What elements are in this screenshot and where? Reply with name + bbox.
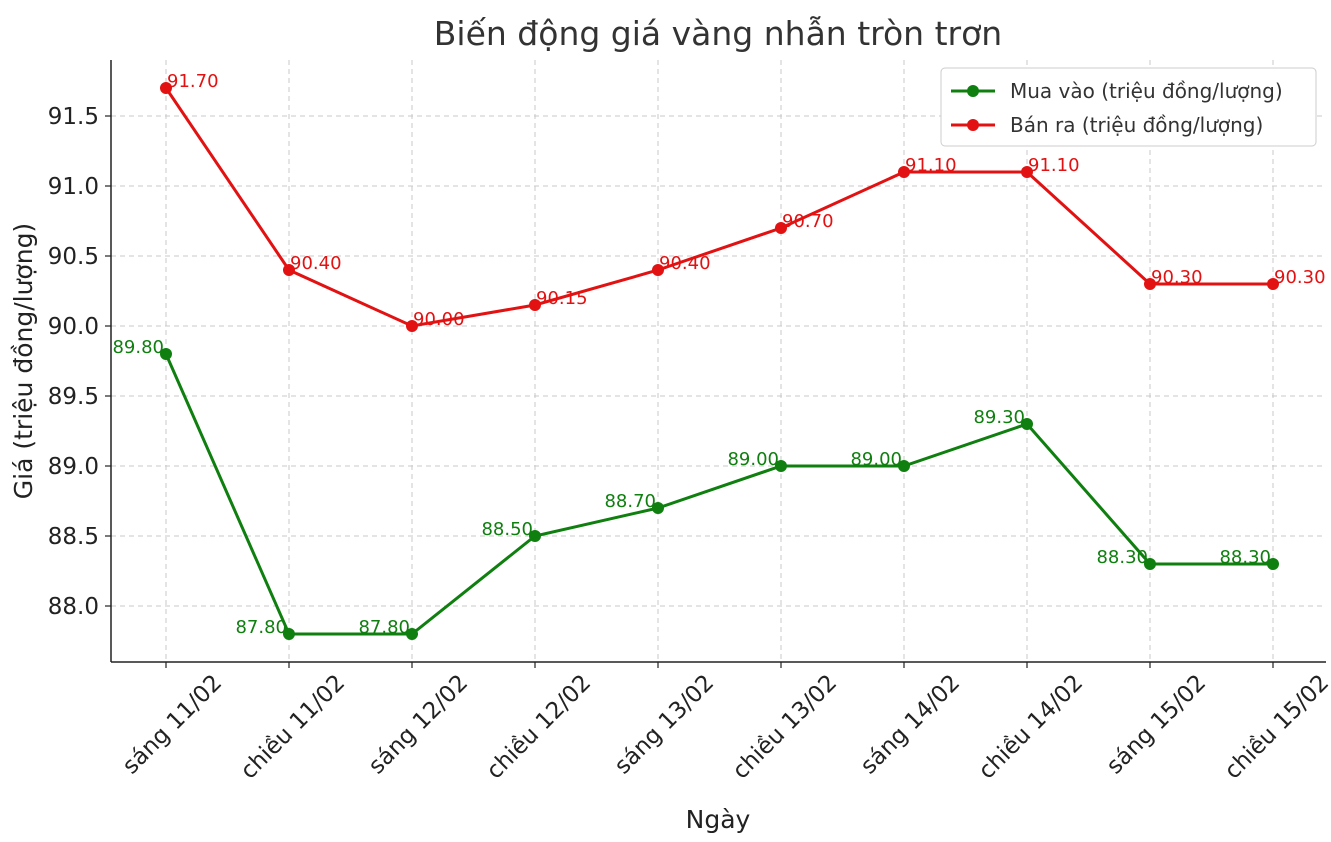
- x-tick-label: chiều 11/02: [236, 670, 351, 785]
- legend-label-sell: Bán ra (triệu đồng/lượng): [1010, 113, 1263, 137]
- data-label-buy: 89.00: [850, 449, 902, 470]
- data-point-sell: [1021, 166, 1033, 178]
- data-label-sell: 90.40: [290, 253, 342, 274]
- data-label-buy: 88.30: [1219, 547, 1271, 568]
- data-label-sell: 90.15: [536, 288, 588, 309]
- data-point-sell: [1144, 278, 1156, 290]
- data-label-buy: 87.80: [358, 617, 410, 638]
- y-tick-label: 89.5: [48, 384, 99, 410]
- data-label-sell: 90.00: [413, 309, 465, 330]
- data-label-sell: 91.70: [167, 71, 219, 92]
- legend-label-buy: Mua vào (triệu đồng/lượng): [1010, 79, 1283, 103]
- x-tick-label: sáng 14/02: [856, 670, 966, 780]
- data-label-sell: 91.10: [1028, 155, 1080, 176]
- data-label-sell: 91.10: [905, 155, 957, 176]
- x-tick-label: sáng 13/02: [610, 670, 720, 780]
- x-tick-label: sáng 15/02: [1102, 670, 1212, 780]
- legend-box: [940, 67, 1317, 147]
- legend-marker-sell: [967, 119, 979, 131]
- series-lines: [160, 82, 1279, 640]
- y-tick-label: 88.5: [48, 524, 99, 550]
- data-labels: 89.80 87.80 87.80 88.50 88.70 89.00 89.00 89.30…: [112, 71, 1325, 638]
- x-tick-label: chiều 12/02: [482, 670, 597, 785]
- data-point-buy: [529, 530, 541, 542]
- series-line-buy: [164, 353, 1273, 636]
- y-tick-label: 89.0: [48, 454, 99, 480]
- y-axis-label: Giá (triệu đồng/lượng): [9, 223, 38, 499]
- data-label-buy: 88.30: [1096, 547, 1148, 568]
- data-label-buy: 89.00: [727, 449, 779, 470]
- series-line-sell: [164, 87, 1273, 328]
- y-tick-label: 90.0: [48, 314, 99, 340]
- data-point-sell: [283, 264, 295, 276]
- x-tick-label: chiều 13/02: [728, 670, 843, 785]
- x-tick-label: chiều 14/02: [974, 670, 1089, 785]
- data-point-sell: [529, 299, 541, 311]
- x-tick-label: sáng 11/02: [118, 670, 228, 780]
- data-point-buy: [283, 628, 295, 640]
- grid-lines: [111, 60, 1326, 662]
- axes: [105, 60, 1326, 668]
- data-point-sell: [775, 222, 787, 234]
- data-point-buy: [775, 460, 787, 472]
- data-point-buy: [1021, 418, 1033, 430]
- legend: Mua vào (triệu đồng/lượng) Bán ra (triệu…: [940, 67, 1317, 147]
- y-tick-label: 88.0: [48, 594, 99, 620]
- x-tick-label: sáng 12/02: [364, 670, 474, 780]
- data-label-sell: 90.40: [659, 253, 711, 274]
- y-tick-label: 91.5: [48, 104, 99, 130]
- data-label-sell: 90.30: [1274, 267, 1326, 288]
- data-label-buy: 88.50: [481, 519, 533, 540]
- data-point-buy: [160, 348, 172, 360]
- data-label-buy: 88.70: [604, 491, 656, 512]
- x-tick-labels: sáng 11/02 chiều 11/02 sáng 12/02 chiều 12/…: [118, 670, 1331, 785]
- data-label-buy: 89.30: [973, 407, 1025, 428]
- chart-title: Biến động giá vàng nhẫn tròn trơn: [434, 14, 1002, 53]
- data-label-sell: 90.70: [782, 211, 834, 232]
- data-label-buy: 87.80: [235, 617, 287, 638]
- data-point-sell: [898, 166, 910, 178]
- data-point-buy: [406, 628, 418, 640]
- data-point-buy: [898, 460, 910, 472]
- data-point-sell: [406, 320, 418, 332]
- data-point-sell: [1267, 278, 1279, 290]
- data-point-buy: [652, 502, 664, 514]
- y-tick-label: 90.5: [48, 244, 99, 270]
- data-point-buy: [1144, 558, 1156, 570]
- y-tick-label: 91.0: [48, 174, 99, 200]
- legend-marker-buy: [967, 85, 979, 97]
- y-tick-labels: 88.0 88.5 89.0 89.5 90.0 90.5 91.0 91.5: [48, 104, 99, 620]
- data-point-buy: [1267, 558, 1279, 570]
- data-label-sell: 90.30: [1151, 267, 1203, 288]
- x-axis-label: Ngày: [686, 805, 751, 834]
- x-tick-label: chiều 15/02: [1220, 670, 1331, 785]
- data-point-sell: [652, 264, 664, 276]
- data-label-buy: 89.80: [112, 337, 164, 358]
- data-point-sell: [160, 82, 172, 94]
